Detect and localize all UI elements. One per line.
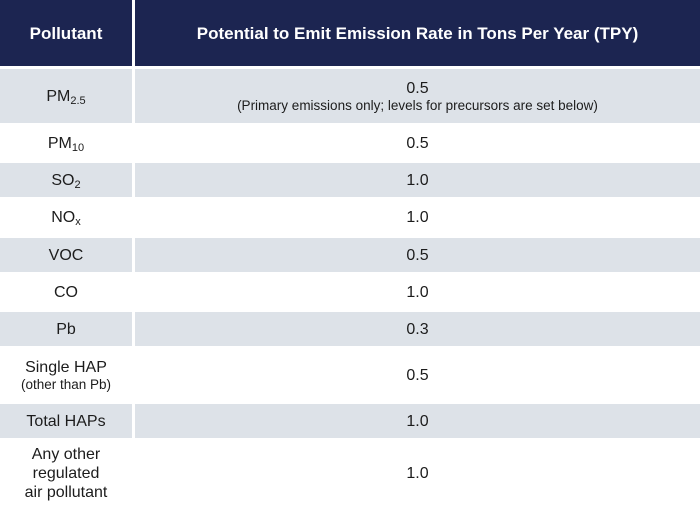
rate-cell: 1.0 (135, 441, 700, 506)
pollutant-text: Total HAPs (26, 412, 106, 430)
pollutant-cell: SO2 (0, 163, 135, 197)
rate-cell: 0.5 (135, 238, 700, 272)
rate-value: 0.5 (406, 366, 429, 384)
pollutant-text: SO (51, 171, 75, 189)
rate-cell: 1.0 (135, 275, 700, 309)
pollutant-line: regulated (32, 465, 100, 482)
pollutant-cell: PM10 (0, 126, 135, 160)
rate-cell: 0.5 (135, 126, 700, 160)
rate-value: 0.5 (406, 246, 429, 264)
rate-value: 1.0 (406, 283, 429, 301)
pollutant-name: VOC (49, 246, 84, 265)
pollutant-name: NOx (51, 208, 81, 228)
pollutant-name: PM2.5 (46, 87, 86, 107)
pollutant-text: Pb (56, 320, 76, 338)
rate-cell: 0.5 (Primary emissions only; levels for p… (135, 69, 700, 123)
pollutant-line: air pollutant (24, 484, 108, 501)
pollutant-cell: Total HAPs (0, 404, 135, 438)
pollutant-text: VOC (48, 246, 84, 264)
pollutant-text: PM (46, 87, 71, 105)
pollutant-cell: Any other regulated air pollutant (0, 441, 135, 506)
rate-cell: 0.3 (135, 312, 700, 346)
pollutant-text: CO (54, 283, 78, 301)
pollutant-name: CO (54, 283, 78, 302)
pollutant-name: PM10 (47, 134, 85, 154)
rate-cell: 1.0 (135, 404, 700, 438)
pollutant-text: PM (47, 134, 72, 152)
rate-value: 1.0 (406, 209, 429, 226)
header-cell: Potential to Emit Emission Rate in Tons … (135, 0, 700, 66)
pollutant-name: Single HAP (25, 358, 107, 377)
rate-cell: 0.5 (135, 349, 700, 401)
pollutant-line: Any other (31, 446, 101, 463)
pollutant-note: (other than Pb) (20, 376, 112, 392)
subscript: 2 (74, 178, 81, 191)
subscript: 10 (71, 141, 85, 154)
pollutant-name: SO2 (51, 171, 81, 191)
rate-cell: 1.0 (135, 200, 700, 235)
pollutant-name: Total HAPs (26, 412, 105, 431)
rate-note: (Primary emissions only; levels for prec… (237, 97, 598, 113)
pollutant-text: Single HAP (25, 358, 107, 376)
pollutant-cell: CO (0, 275, 135, 309)
pollutant-cell: VOC (0, 238, 135, 272)
header-text: Potential to Emit Emission Rate in Tons … (196, 23, 639, 43)
header-text: Pollutant (29, 23, 103, 43)
pollutant-cell: PM2.5 (0, 69, 135, 123)
rate-value: 0.3 (406, 320, 429, 338)
rate-value: 1.0 (406, 412, 429, 430)
rate-value: 1.0 (406, 465, 429, 482)
pollutant-cell: Pb (0, 312, 135, 346)
subscript: x (75, 216, 81, 228)
pollutant-cell: NOx (0, 200, 135, 235)
rate-value: 0.5 (406, 134, 429, 152)
rate-value: 0.5 (406, 79, 429, 97)
rate-value: 1.0 (406, 171, 429, 189)
rate-cell: 1.0 (135, 163, 700, 197)
pollutant-text: NO (51, 209, 76, 226)
subscript: 2.5 (70, 94, 86, 107)
pollutant-name: Pb (56, 320, 76, 339)
pollutant-cell: Single HAP (other than Pb) (0, 349, 135, 401)
header-cell: Pollutant (0, 0, 135, 66)
